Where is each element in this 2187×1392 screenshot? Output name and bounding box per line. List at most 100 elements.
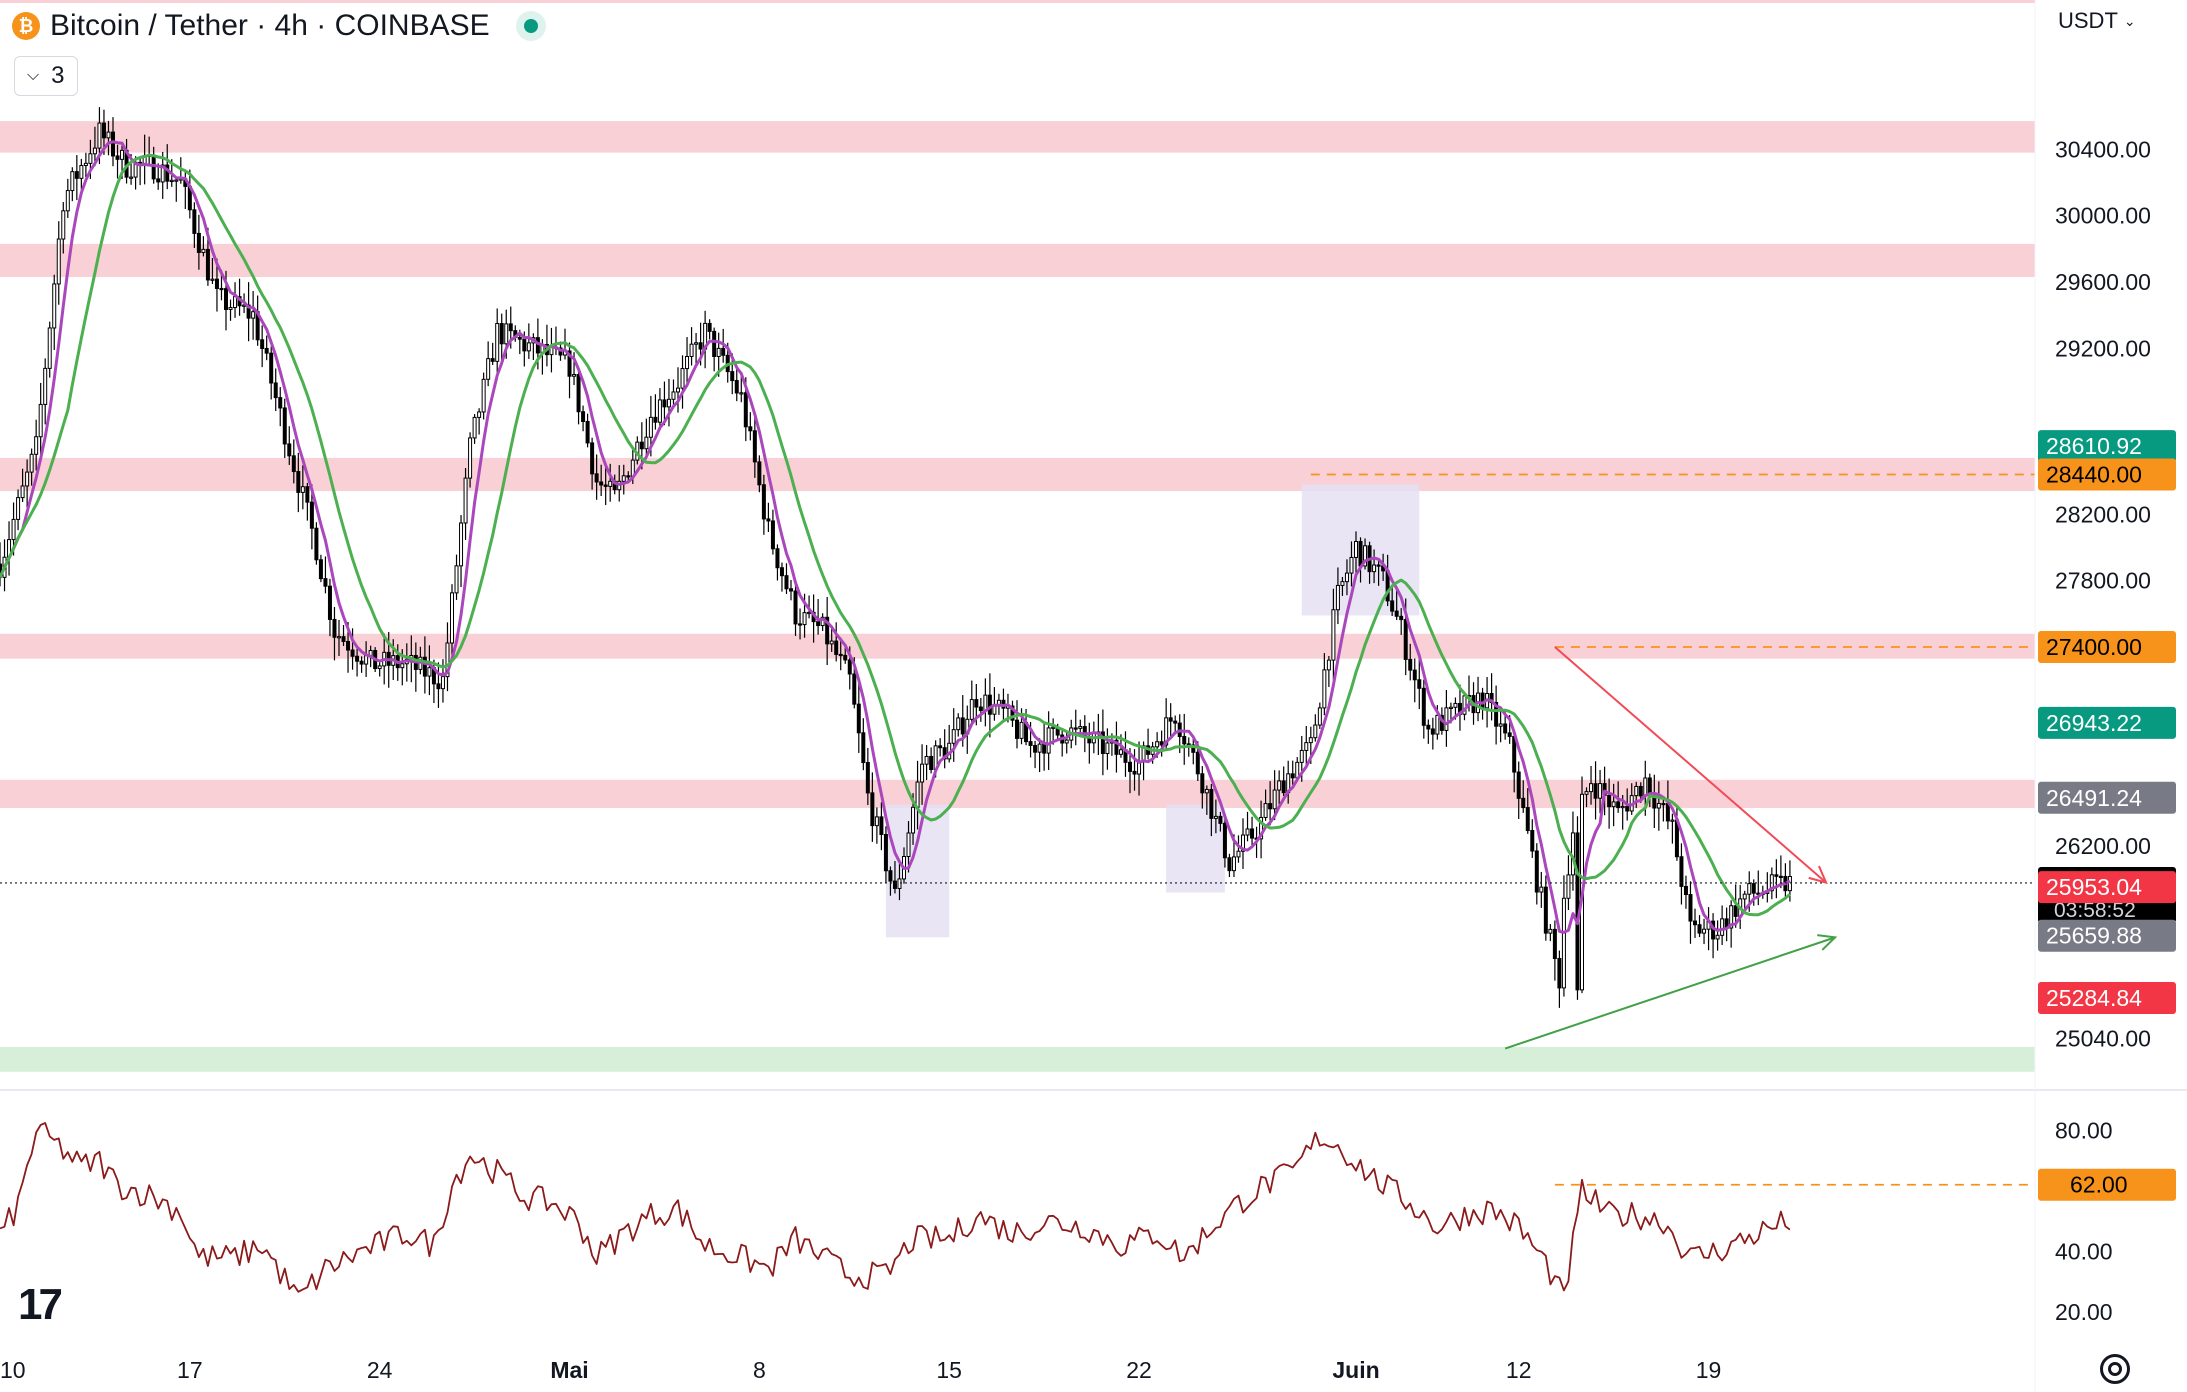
candle-body <box>481 378 486 413</box>
rsi-level-label-bg <box>2038 1168 2176 1201</box>
candle <box>1444 689 1449 747</box>
candle <box>481 372 486 420</box>
candle-body <box>987 694 992 715</box>
candle-body <box>960 717 965 735</box>
candle <box>165 144 170 190</box>
candle-body <box>1670 819 1675 822</box>
candle-body <box>1607 794 1612 808</box>
candle <box>1611 783 1616 827</box>
symbol-title[interactable]: Bitcoin / Tether · 4h · COINBASE <box>50 9 490 42</box>
candle-body <box>323 578 328 587</box>
candle <box>1516 761 1521 819</box>
candle-body <box>233 296 238 309</box>
candle <box>816 599 821 635</box>
rsi-tick-label: 40.00 <box>2055 1238 2113 1264</box>
candle-body <box>201 248 206 253</box>
candle <box>1105 728 1110 770</box>
candle <box>590 437 595 490</box>
candle <box>106 120 111 156</box>
rsi-line <box>0 1122 1791 1293</box>
currency-selector[interactable]: USDT ⌄ <box>2058 8 2136 34</box>
candle-body <box>1561 897 1566 989</box>
candle <box>1570 811 1575 891</box>
candle-body <box>1245 828 1250 836</box>
candle <box>549 327 554 373</box>
candle-body <box>355 655 360 662</box>
candle <box>789 579 793 601</box>
candle <box>1598 770 1603 814</box>
candle-body <box>581 411 586 422</box>
settings-gear-icon[interactable] <box>2100 1354 2130 1384</box>
price-label: 28610.92 <box>2038 430 2176 463</box>
candle-body <box>1747 883 1752 895</box>
tradingview-logo[interactable]: 17 <box>18 1280 63 1329</box>
candle-body <box>1268 803 1273 810</box>
candle <box>1656 781 1661 831</box>
candle-body <box>1778 875 1783 879</box>
candle-body <box>1634 785 1639 797</box>
candle <box>1335 567 1340 625</box>
price-label-bg <box>2038 458 2176 491</box>
indicator-count: 3 <box>51 62 65 89</box>
price-label-bg <box>2038 781 2176 814</box>
candle-body <box>16 497 21 520</box>
candle <box>1241 818 1245 869</box>
candle-body <box>1598 783 1603 799</box>
candle-body <box>1688 894 1693 922</box>
price-label-bg <box>2038 919 2176 952</box>
price-label-bg <box>2038 871 2176 904</box>
candle <box>689 327 694 366</box>
candle <box>355 648 360 677</box>
candle <box>680 355 685 409</box>
candle <box>0 542 2 587</box>
x-axis-tick-label: Juin <box>1332 1357 1379 1383</box>
price-label: 27400.00 <box>2038 631 2176 664</box>
candle-body <box>712 330 717 357</box>
candle <box>1426 719 1431 744</box>
candle-body <box>1222 822 1227 859</box>
candle-body <box>1227 857 1232 872</box>
candle-body <box>156 178 161 183</box>
x-axis-tick-label: 10 <box>0 1357 26 1383</box>
price-label-text: 25953.04 <box>2046 874 2142 900</box>
highlight-box <box>1166 804 1225 893</box>
candle-body <box>888 870 893 882</box>
candle <box>784 563 789 595</box>
candle <box>255 295 260 346</box>
candle-body <box>1566 874 1571 899</box>
candle-body <box>318 559 323 580</box>
candle <box>1670 813 1675 844</box>
candle <box>1584 787 1589 808</box>
candle-body <box>436 683 441 690</box>
candle-body <box>1417 679 1422 689</box>
candle-body <box>251 311 256 319</box>
candle-body <box>1204 788 1209 794</box>
candle-body <box>1552 928 1557 959</box>
candle-body <box>70 171 75 192</box>
candle <box>1263 789 1268 821</box>
candle-body <box>1548 928 1553 934</box>
candle <box>892 861 897 894</box>
y-axis-tick-label: 26200.00 <box>2055 833 2151 859</box>
candle-body <box>603 484 608 487</box>
price-label-text: 25284.84 <box>2046 985 2142 1011</box>
candle-body <box>648 416 653 438</box>
x-axis-tick-label: 17 <box>177 1357 203 1383</box>
candle-body <box>1078 726 1083 729</box>
candle-body <box>721 347 726 356</box>
candle-body <box>1503 723 1508 734</box>
y-axis-tick-label: 30400.00 <box>2055 136 2151 162</box>
candle <box>1182 713 1187 765</box>
candle <box>1317 702 1322 729</box>
candle-body <box>590 442 595 475</box>
trendline-arrowhead <box>1808 865 1828 885</box>
trendline <box>1504 936 1836 1050</box>
indicators-toggle-button[interactable]: ⌵ 3 <box>14 56 78 96</box>
candle-body <box>1326 659 1331 671</box>
price-label: 25284.84 <box>2038 981 2176 1014</box>
candle-body <box>567 350 572 377</box>
candle <box>793 583 798 636</box>
candle-body <box>1051 726 1056 729</box>
candle-body <box>1430 728 1435 735</box>
